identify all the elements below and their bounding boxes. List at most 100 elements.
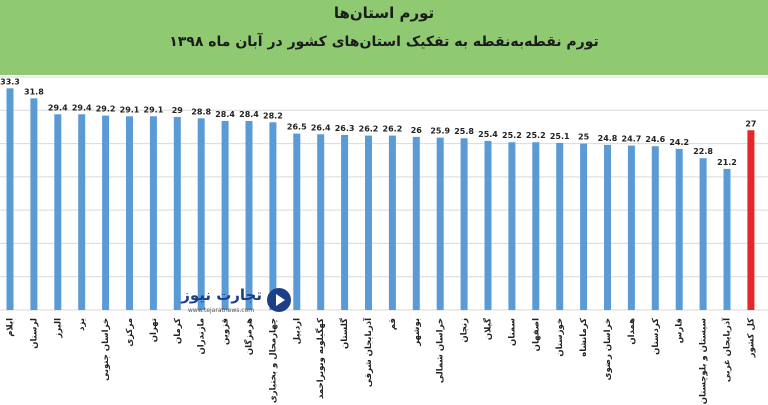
bar: [508, 142, 516, 310]
data-label: 24.6: [645, 135, 665, 144]
data-label: 29.4: [72, 103, 92, 112]
bar: [54, 114, 62, 310]
bar: [412, 136, 420, 310]
data-label: 29.2: [96, 105, 116, 114]
bar: [341, 134, 349, 310]
data-label: 26.2: [383, 125, 403, 134]
data-label: 27: [745, 119, 756, 128]
bar: [604, 144, 611, 310]
data-label: 24.7: [622, 135, 642, 144]
data-label: 29.1: [120, 105, 140, 114]
data-label: 26.5: [287, 123, 307, 132]
bar: [6, 88, 14, 310]
category-label: گلستان: [339, 318, 350, 349]
data-label: 24.2: [669, 138, 689, 147]
data-label: 29: [172, 106, 184, 115]
data-label: 26.4: [311, 123, 331, 132]
bar: [149, 116, 157, 310]
play-circle-icon: [267, 288, 291, 312]
category-label: کهگیلویه وبویراحمد: [315, 318, 326, 399]
data-label: 25.4: [478, 130, 498, 139]
plot-area: 33.3 ایلام 31.8 لرستان 29.4 البرز 29.4 یزد 29.2 خ…: [0, 75, 768, 405]
category-label: ایلام: [6, 318, 16, 337]
bar: [221, 120, 229, 311]
category-label: کرمان: [173, 318, 183, 344]
data-label: 31.8: [24, 87, 44, 96]
data-label: 25.1: [550, 132, 570, 141]
bar: [317, 134, 325, 310]
data-label: 22.8: [693, 147, 713, 156]
bar: [388, 135, 396, 310]
watermark-logo: تجارت نیوز www.tejaratnews.com: [180, 285, 300, 323]
bar: [532, 142, 540, 310]
category-label: زنجان: [460, 318, 470, 343]
bar: [627, 145, 635, 310]
bar: [723, 168, 731, 310]
bar: [675, 148, 683, 310]
category-label: تهران: [149, 318, 159, 342]
data-label: 26.3: [335, 124, 355, 133]
bar-chart: 33.3 ایلام 31.8 لرستان 29.4 البرز 29.4 یزد 29.2 خ…: [0, 76, 768, 404]
bar: [484, 140, 492, 310]
category-label: مرکزی: [125, 318, 135, 347]
data-label: 33.3: [0, 77, 20, 86]
data-label: 26: [411, 126, 423, 135]
category-label: اصفهان: [531, 318, 541, 351]
bar: [651, 146, 659, 310]
data-label: 28.4: [215, 110, 235, 119]
data-label: 28.4: [239, 110, 259, 119]
category-label: بوشهر: [412, 318, 422, 347]
category-label: قم: [388, 318, 398, 330]
bar: [269, 122, 277, 310]
data-label: 28.8: [191, 107, 211, 116]
category-label: لرستان: [29, 318, 39, 349]
chart-subtitle: تورم نقطه‌به‌نقطه به تفکیک استان‌های کشو…: [169, 34, 599, 50]
bar: [556, 142, 564, 310]
bar: [747, 130, 755, 310]
bar: [30, 98, 38, 310]
data-label: 25.2: [502, 131, 522, 140]
data-label: 25.9: [430, 127, 450, 136]
bar: [293, 133, 301, 310]
bar: [365, 135, 372, 310]
category-label: کرمانشاه: [579, 318, 589, 357]
category-label: چهارمحال و بختیاری: [268, 318, 278, 403]
category-label: یزد: [77, 318, 87, 331]
category-label: همدان: [627, 318, 637, 345]
data-label: 26.2: [359, 125, 379, 134]
data-label: 21.2: [717, 158, 737, 167]
category-label: اردبیل: [292, 318, 302, 345]
watermark-url: www.tejaratnews.com: [187, 307, 255, 314]
category-label: کردستان: [651, 318, 661, 355]
category-label: گیلان: [483, 318, 494, 340]
category-label: مازندران: [197, 318, 207, 355]
data-label: 25.2: [526, 131, 546, 140]
data-label: 25: [578, 133, 590, 142]
data-label: 29.4: [48, 103, 68, 112]
bar: [580, 143, 588, 310]
category-label: خراسان رضوی: [603, 318, 613, 380]
category-label: خراسان جنوبی: [101, 318, 111, 381]
data-label: 24.8: [598, 134, 618, 143]
data-label: 28.2: [263, 111, 283, 120]
bar: [699, 158, 707, 310]
bar: [102, 115, 110, 311]
category-label: آذربایجان غربی: [721, 317, 733, 382]
bar: [78, 114, 86, 310]
bar: [245, 120, 253, 311]
bar: [197, 118, 205, 310]
category-label: فارس: [675, 318, 685, 343]
category-label: قزوین: [221, 318, 231, 345]
category-label: خوزستان: [555, 318, 565, 357]
bar: [173, 116, 181, 310]
category-label: خراسان شمالی: [436, 318, 446, 383]
chart-title: تورم استان‌ها: [333, 4, 435, 22]
category-label: سمنان: [507, 318, 517, 346]
bar: [436, 137, 444, 310]
category-label: سیستان و بلوچستان: [699, 318, 709, 404]
bar: [460, 138, 468, 310]
category-label: کل کشور: [746, 318, 756, 358]
data-label: 29.1: [144, 105, 164, 114]
category-label: البرز: [53, 318, 63, 339]
watermark-brand: تجارت نیوز: [181, 286, 262, 304]
